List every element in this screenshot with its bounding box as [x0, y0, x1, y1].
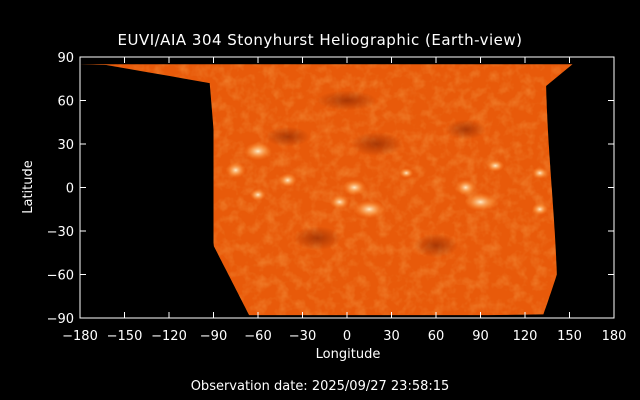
- bright-region: [399, 168, 414, 178]
- bright-region: [531, 203, 548, 216]
- x-axis-label: Longitude: [316, 347, 381, 362]
- y-tick-label: −60: [47, 269, 74, 284]
- x-tick-label: 0: [343, 329, 351, 344]
- x-tick-label: 150: [557, 329, 582, 344]
- solar-map: [80, 64, 614, 316]
- bright-region: [531, 167, 548, 179]
- y-tick-label: 60: [57, 95, 74, 110]
- bright-region: [342, 179, 367, 196]
- y-axis-label: Latitude: [21, 160, 36, 214]
- x-tick-label: 180: [602, 329, 627, 344]
- bright-region: [329, 195, 350, 209]
- x-tick-label: 120: [513, 329, 538, 344]
- x-tick-label: 60: [428, 329, 445, 344]
- y-tick-label: −90: [47, 312, 74, 327]
- x-tick-label: 30: [383, 329, 400, 344]
- x-tick-label: −150: [107, 329, 143, 344]
- x-tick-label: −90: [200, 329, 227, 344]
- dark-region: [350, 132, 403, 156]
- bright-region: [225, 162, 246, 179]
- bright-region: [455, 179, 476, 196]
- x-tick-label: −120: [151, 329, 187, 344]
- y-axis-ticks: −90 −60 −30 0 30 60 90: [47, 51, 614, 327]
- bright-region: [464, 193, 497, 211]
- y-tick-label: 90: [57, 51, 74, 66]
- dark-region: [265, 126, 310, 147]
- bright-region: [250, 188, 266, 201]
- x-tick-label: −60: [244, 329, 271, 344]
- x-axis-ticks: −180 −150 −120 −90 −60 −30 0 30 60 90 120 150 180: [62, 57, 626, 344]
- dark-region: [293, 226, 342, 251]
- bright-region: [244, 142, 272, 161]
- y-tick-label: 30: [57, 138, 74, 153]
- observation-date: Observation date: 2025/09/27 23:58:15: [0, 379, 640, 395]
- bright-region: [278, 173, 297, 188]
- observation-date-value: 2025/09/27 23:58:15: [311, 379, 450, 394]
- dark-region: [317, 90, 377, 111]
- map-features: [225, 90, 548, 258]
- dark-region: [445, 119, 486, 140]
- bright-region: [353, 200, 386, 219]
- x-tick-label: −30: [289, 329, 316, 344]
- dark-region: [414, 233, 458, 258]
- chart-title: EUVI/AIA 304 Stonyhurst Heliographic (Ea…: [117, 31, 523, 49]
- bright-region: [486, 159, 505, 172]
- x-tick-label: −180: [62, 329, 98, 344]
- y-tick-label: 0: [66, 182, 74, 197]
- observation-date-label: Observation date:: [190, 379, 308, 394]
- y-tick-label: −30: [47, 225, 74, 240]
- x-tick-label: 90: [472, 329, 489, 344]
